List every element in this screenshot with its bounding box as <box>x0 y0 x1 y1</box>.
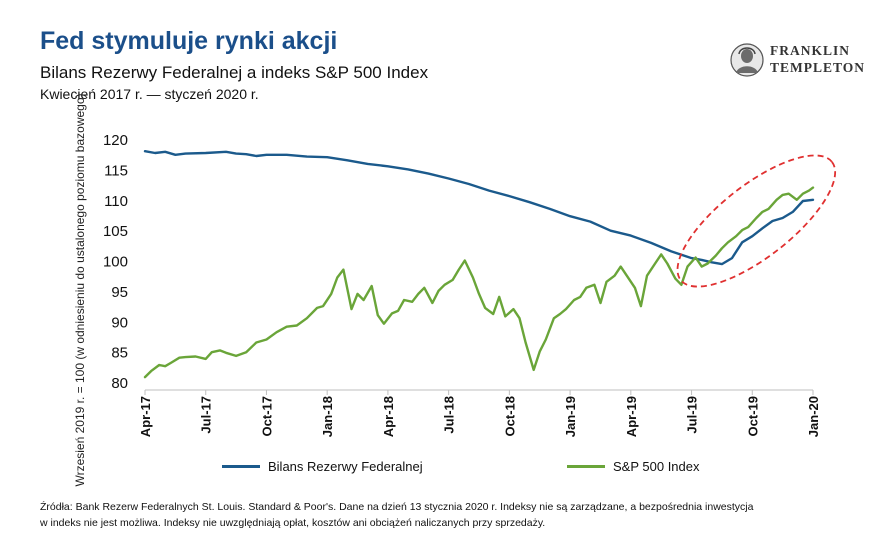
y-axis: 80 85 90 95 100 105 110 115 120 <box>103 132 128 392</box>
y-tick-label: 120 <box>103 132 128 149</box>
chart-period: Kwiecień 2017 r. — styczeń 2020 r. <box>40 86 259 102</box>
series-layer <box>143 149 815 379</box>
chart-subtitle: Bilans Rezerwy Federalnej a indeks S&P 5… <box>40 63 429 82</box>
x-tick-label: Oct-17 <box>259 396 274 436</box>
y-tick-label: 105 <box>103 223 128 240</box>
legend-sp500-label: S&P 500 Index <box>613 459 700 474</box>
x-tick-label: Jan-18 <box>320 396 335 437</box>
x-tick-label: Oct-18 <box>502 396 517 436</box>
legend-sp500: S&P 500 Index <box>567 459 700 474</box>
x-tick-label: Apr-17 <box>138 396 153 437</box>
y-tick-label: 110 <box>104 193 128 210</box>
series-fed-balance-line <box>143 149 815 266</box>
y-tick-label: 95 <box>111 284 128 301</box>
x-tick-label: Jul-17 <box>199 396 214 434</box>
x-tick-label: Apr-18 <box>381 396 396 437</box>
y-tick-label: 90 <box>111 314 128 331</box>
x-tick-label: Jan-20 <box>806 396 821 437</box>
legend-sp500-swatch <box>567 465 605 468</box>
legend-fed-swatch <box>222 465 260 468</box>
logo-line-1: FRANKLIN <box>770 43 851 58</box>
franklin-templeton-logo: FRANKLIN TEMPLETON <box>730 42 880 78</box>
series-sp500-line <box>143 186 815 379</box>
logo-line-2: TEMPLETON <box>770 60 866 75</box>
x-tick-label: Apr-19 <box>624 396 639 437</box>
legend-fed-label: Bilans Rezerwy Federalnej <box>268 459 423 474</box>
y-tick-label: 80 <box>111 375 128 392</box>
highlight-ellipse <box>676 154 837 288</box>
x-tick-label: Jul-19 <box>685 396 700 434</box>
x-tick-label: Jul-18 <box>442 396 457 434</box>
x-tick-label: Jan-19 <box>563 396 578 437</box>
source-line-2: w indeks nie jest możliwa. Indeksy nie u… <box>40 517 546 529</box>
source-note: Źródła: Bank Rezerw Federalnych St. Loui… <box>40 499 840 531</box>
x-tick-label: Oct-19 <box>745 396 760 436</box>
legend-fed: Bilans Rezerwy Federalnej <box>222 459 423 474</box>
y-tick-label: 85 <box>111 345 128 362</box>
portrait-icon <box>730 43 764 77</box>
y-tick-label: 115 <box>104 162 128 179</box>
chart-title: Fed stymuluje rynki akcji <box>40 27 338 55</box>
x-axis: Apr-17 Jul-17 Oct-17 Jan-18 Apr-18 Jul-18 Oct-… <box>138 390 821 437</box>
y-tick-label: 100 <box>103 254 128 271</box>
y-axis-label: Wrzesień 2019 r. = 100 (w odniesieniu do… <box>73 93 87 486</box>
source-line-1: Źródła: Bank Rezerw Federalnych St. Loui… <box>40 501 754 513</box>
